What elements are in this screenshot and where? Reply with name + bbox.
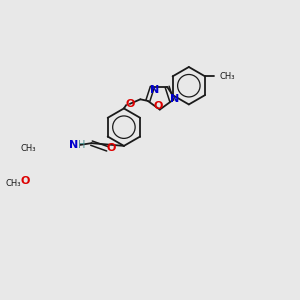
Text: CH₃: CH₃ <box>5 179 21 188</box>
Text: O: O <box>154 101 163 111</box>
Text: CH₃: CH₃ <box>21 144 36 153</box>
Text: CH₃: CH₃ <box>219 72 235 81</box>
Text: O: O <box>21 176 30 186</box>
Text: N: N <box>170 94 179 103</box>
Text: O: O <box>125 99 134 109</box>
Text: N: N <box>69 140 78 150</box>
Text: N: N <box>150 85 159 94</box>
Text: H: H <box>78 140 85 150</box>
Text: O: O <box>107 143 116 153</box>
